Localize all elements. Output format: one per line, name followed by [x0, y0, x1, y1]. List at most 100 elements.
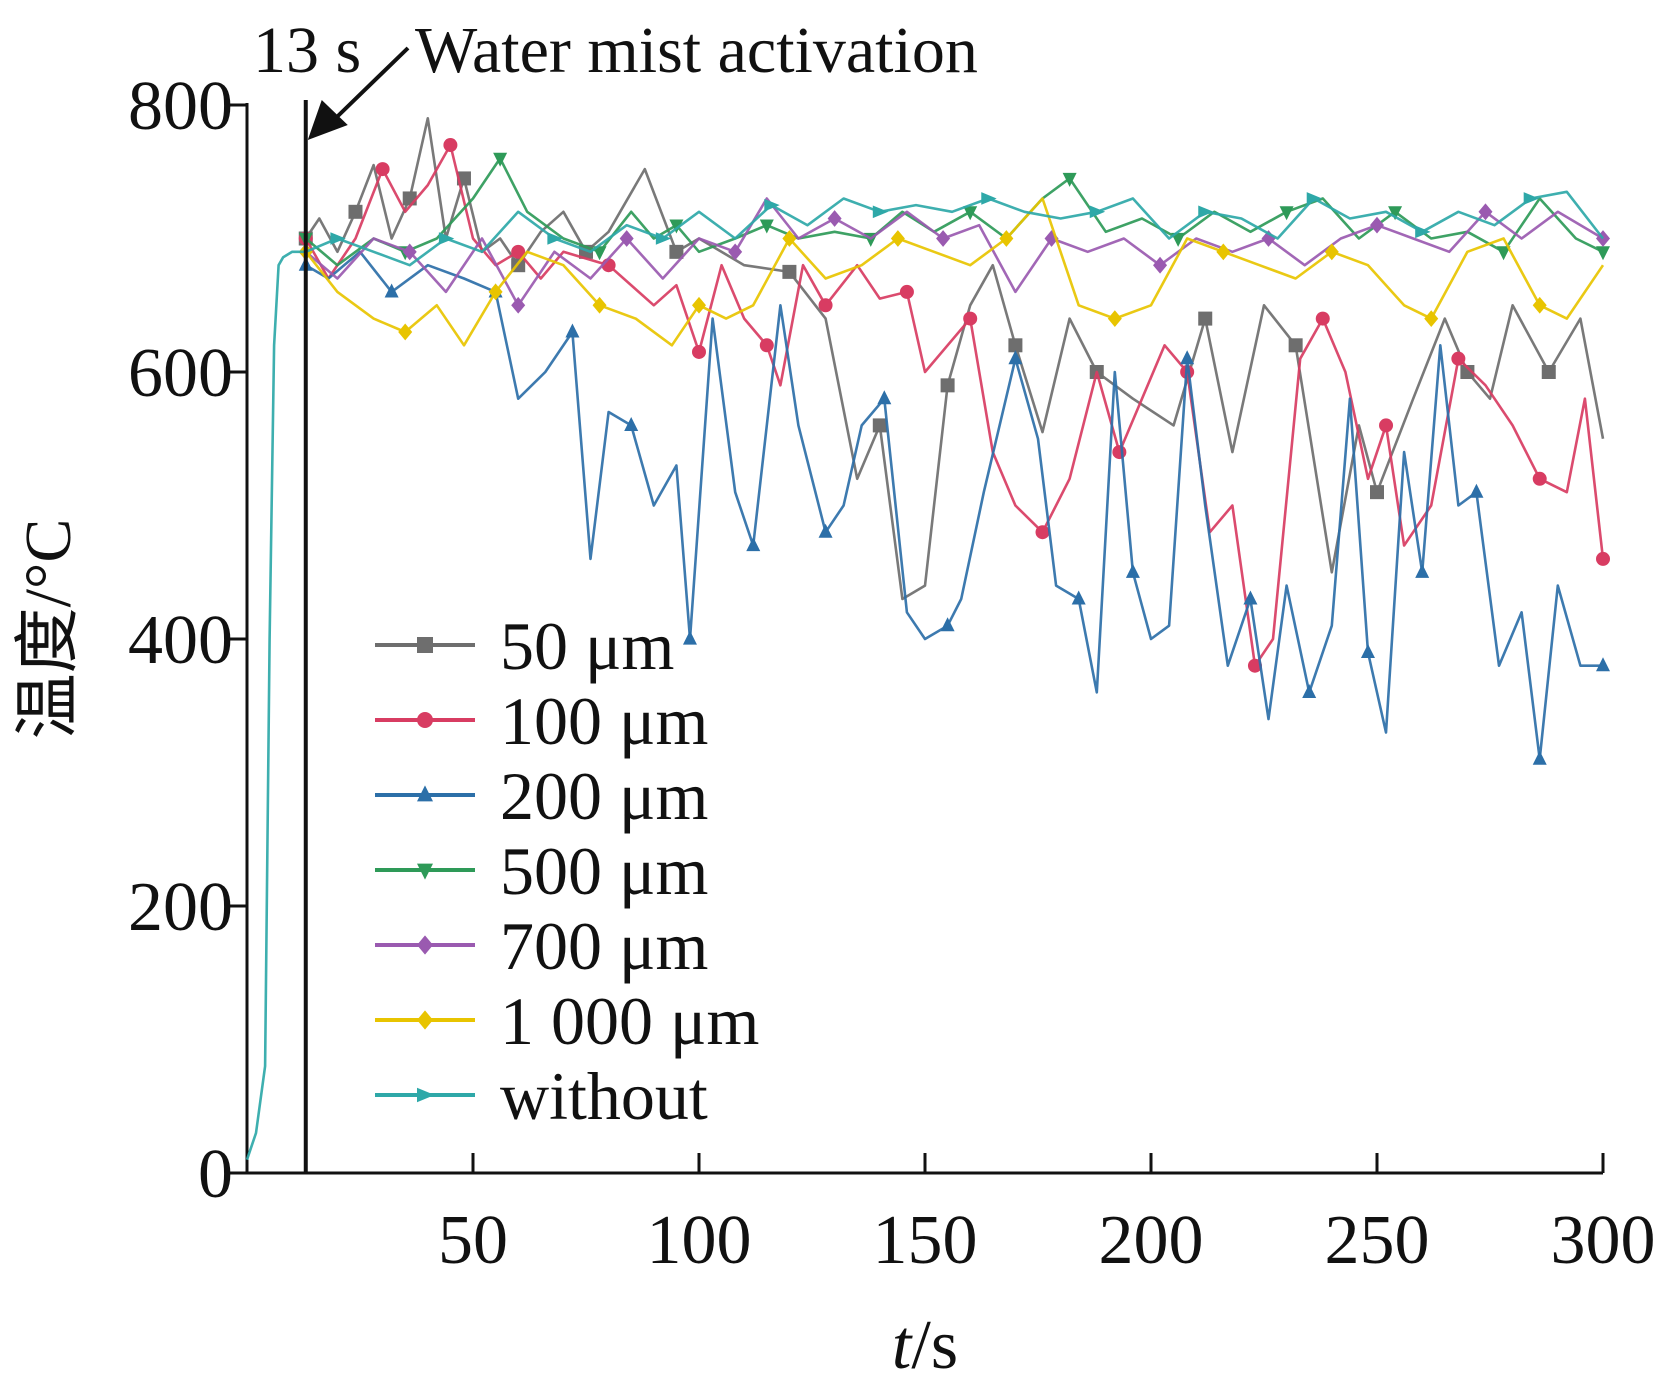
plot-series [245, 117, 1610, 1161]
series-point [1596, 551, 1610, 566]
series-point [1496, 246, 1511, 261]
series-point [728, 243, 743, 261]
series-point [1478, 203, 1493, 221]
series-point [1379, 418, 1394, 433]
series-point [669, 219, 684, 234]
series-point [1451, 351, 1466, 366]
series-point [1198, 311, 1213, 326]
series-point [981, 192, 997, 205]
series-point [511, 296, 526, 314]
series-point [1112, 445, 1127, 460]
series-point [764, 198, 780, 212]
y-tick-label: 400 [128, 602, 233, 679]
legend-marker [417, 935, 433, 955]
y-tick-label: 800 [128, 68, 233, 145]
series-point [692, 344, 706, 359]
series-point [1302, 684, 1317, 698]
series-point [963, 311, 978, 326]
x-tick-label: 200 [1099, 1202, 1204, 1279]
series-4 [298, 197, 1610, 314]
series-point [782, 264, 797, 279]
series-point [1532, 296, 1547, 314]
series-point [899, 284, 914, 299]
series-point [1415, 563, 1430, 578]
series-point [375, 162, 390, 177]
series-point [1279, 206, 1294, 221]
legend-label: 200 μm [500, 758, 708, 834]
series-point [940, 378, 955, 393]
series-point [1415, 225, 1431, 239]
series-point [619, 230, 634, 247]
series-2 [298, 250, 1610, 765]
series-point [1306, 192, 1323, 205]
legend-marker [417, 785, 433, 802]
series-point [402, 243, 417, 261]
series-point [759, 338, 774, 353]
series-point [1247, 658, 1262, 673]
series-point [348, 204, 363, 219]
series-point [565, 323, 580, 338]
annotation-arrow-head [307, 100, 348, 140]
series-point [1370, 216, 1384, 234]
series-point [827, 210, 842, 227]
series-point [592, 246, 607, 261]
series-line [304, 197, 1605, 347]
series-point [1035, 525, 1050, 540]
series-point [1216, 243, 1231, 261]
legend-marker [417, 1087, 435, 1103]
legend-label: without [500, 1058, 708, 1134]
legend-label: 500 μm [500, 833, 708, 909]
series-0 [298, 117, 1605, 601]
series-point [1388, 206, 1403, 221]
series-point [1171, 232, 1186, 247]
series-point [1596, 657, 1610, 672]
series-point [1008, 350, 1023, 365]
series-point [330, 232, 346, 245]
series-point [1541, 365, 1556, 379]
series-point [1198, 205, 1214, 219]
series-point [1523, 192, 1540, 205]
y-tick-label: 200 [128, 869, 233, 946]
series-point [746, 537, 761, 552]
series-point [1089, 205, 1106, 219]
series-point [384, 283, 399, 298]
legend-marker [417, 637, 433, 653]
series-point [940, 617, 955, 632]
series-3 [298, 152, 1610, 267]
series-point [398, 323, 413, 341]
series-point [872, 205, 889, 219]
series-point [682, 630, 697, 645]
series-point [624, 417, 639, 431]
series-point [1532, 750, 1547, 765]
series-point [692, 296, 706, 314]
series-point [511, 244, 526, 259]
series-point [669, 244, 684, 259]
series-line [245, 190, 1605, 1161]
annotation-time: 13 s [253, 14, 361, 87]
series-6 [245, 190, 1605, 1161]
x-tick-label: 50 [438, 1202, 508, 1279]
series-1 [298, 138, 1610, 673]
series-point [1596, 246, 1610, 261]
series-point [493, 152, 508, 167]
plot-annotation: 13 s Water mist activation [253, 14, 978, 1173]
series-point [818, 523, 833, 538]
series-point [1153, 256, 1168, 274]
series-point [877, 390, 892, 405]
legend-marker [417, 863, 433, 880]
series-point [1424, 310, 1439, 327]
x-axis-label: t/s [892, 1307, 958, 1376]
series-point [592, 296, 607, 314]
series-point [1125, 563, 1140, 578]
legend-label: 100 μm [500, 683, 708, 759]
series-point [936, 230, 951, 247]
series-point [872, 418, 887, 433]
series-point [1360, 643, 1375, 658]
series-point [1532, 471, 1547, 486]
series-point [782, 230, 797, 247]
annotation-arrow-shaft [332, 46, 410, 122]
x-tick-label: 250 [1325, 1202, 1430, 1279]
x-tick-label: 150 [873, 1202, 978, 1279]
